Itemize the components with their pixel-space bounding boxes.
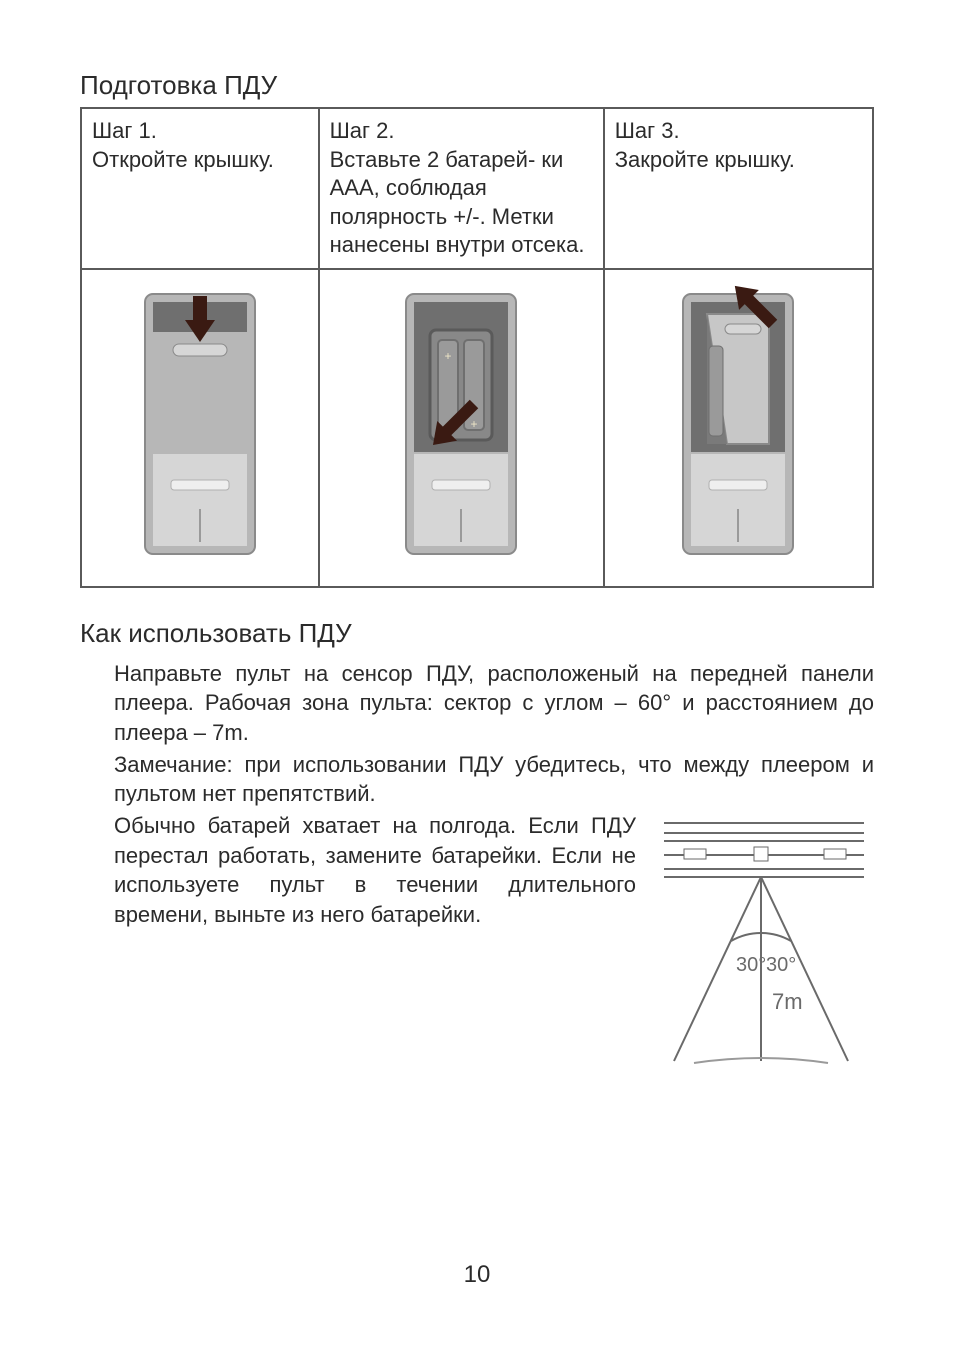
svg-text:+: + bbox=[471, 417, 478, 431]
section-title-use: Как использовать ПДУ bbox=[80, 618, 874, 649]
page-number: 10 bbox=[0, 1261, 954, 1289]
step2-heading: Шаг 2. bbox=[330, 118, 395, 143]
step1-text: Откройте крышку. bbox=[92, 147, 274, 172]
remote-open-cover-icon bbox=[135, 284, 265, 564]
usage-para2: Замечание: при использовании ПДУ убедите… bbox=[114, 750, 874, 809]
step3-text: Закройте крышку. bbox=[615, 147, 795, 172]
usage-para1: Направьте пульт на сенсор ПДУ, расположе… bbox=[114, 659, 874, 748]
remote-angle-diagram-icon: 30° 30° 7m bbox=[654, 811, 874, 1071]
steps-table: Шаг 1. Откройте крышку. Шаг 2. Вставьте … bbox=[80, 107, 874, 588]
step3-heading: Шаг 3. bbox=[615, 118, 680, 143]
step2-cell: Шаг 2. Вставьте 2 батарей- ки ААА, соблю… bbox=[319, 108, 604, 269]
step1-image-cell bbox=[81, 269, 319, 587]
step3-image-cell bbox=[604, 269, 873, 587]
remote-insert-batteries-icon: + + bbox=[396, 284, 526, 564]
distance-label: 7m bbox=[772, 989, 803, 1014]
step2-image-cell: + + bbox=[319, 269, 604, 587]
angle-right-label: 30° bbox=[766, 954, 796, 976]
step3-cell: Шаг 3. Закройте крышку. bbox=[604, 108, 873, 269]
usage-para3: Обычно батарей хватает на полгода. Если … bbox=[114, 811, 636, 930]
step2-text: Вставьте 2 батарей- ки ААА, соблюдая пол… bbox=[330, 147, 585, 258]
step1-heading: Шаг 1. bbox=[92, 118, 157, 143]
svg-text:+: + bbox=[445, 349, 452, 363]
remote-close-cover-icon bbox=[673, 284, 803, 564]
angle-left-label: 30° bbox=[736, 954, 766, 976]
step1-cell: Шаг 1. Откройте крышку. bbox=[81, 108, 319, 269]
section-title-prepare: Подготовка ПДУ bbox=[80, 70, 874, 109]
